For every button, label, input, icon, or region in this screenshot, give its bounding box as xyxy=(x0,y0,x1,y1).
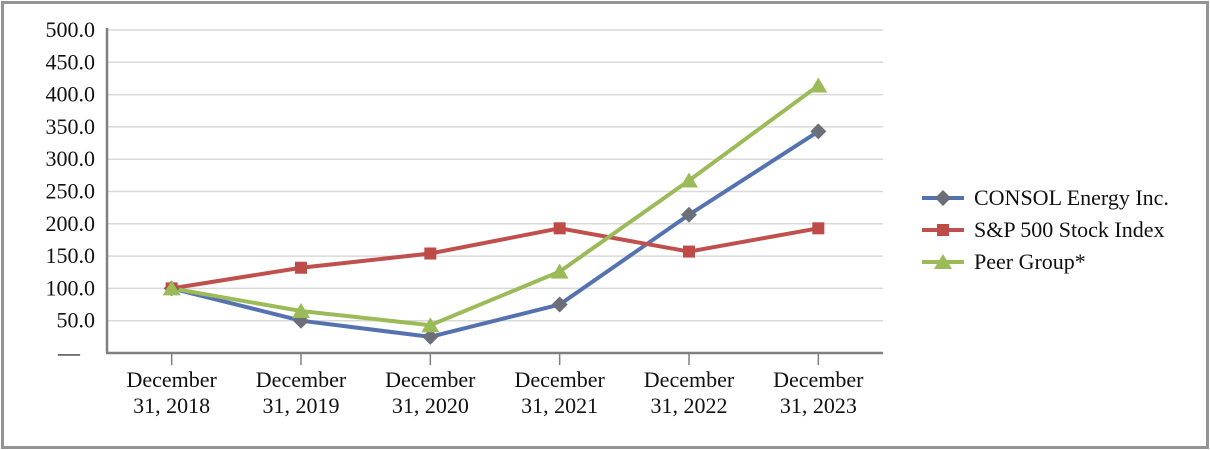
data-point-triangle xyxy=(550,263,569,279)
data-point-square xyxy=(553,222,566,235)
series-line xyxy=(171,129,820,339)
x-axis-label: December 31, 2019 xyxy=(256,367,347,418)
data-point-square xyxy=(812,222,825,235)
x-axis-label: December 31, 2022 xyxy=(644,367,735,418)
x-axis-label: December 31, 2018 xyxy=(126,367,217,418)
data-point-diamond xyxy=(810,123,827,140)
legend-swatch-consol xyxy=(922,190,964,206)
series-line xyxy=(171,83,820,328)
y-axis-label: 450.0 xyxy=(46,49,96,74)
y-axis-label: 400.0 xyxy=(46,82,96,107)
data-point-square xyxy=(937,224,949,236)
x-axis-label: December 31, 2020 xyxy=(385,367,476,418)
y-axis-label: 350.0 xyxy=(46,114,96,139)
legend-label-peer-group: Peer Group* xyxy=(974,249,1086,274)
y-axis-label: 250.0 xyxy=(46,179,96,204)
data-point-square xyxy=(424,247,437,260)
data-point-diamond xyxy=(681,206,697,223)
chart-legend: CONSOL Energy Inc. S&P 500 Stock Index P… xyxy=(920,182,1169,278)
x-axis-label: December 31, 2023 xyxy=(773,367,864,418)
y-axis-label: 100.0 xyxy=(46,275,96,300)
legend-label-consol: CONSOL Energy Inc. xyxy=(974,185,1169,210)
legend-swatch-sp500 xyxy=(922,224,964,236)
y-axis-label: 150.0 xyxy=(46,243,96,268)
legend-label-sp500: S&P 500 Stock Index xyxy=(974,217,1165,242)
legend-item-sp500: S&P 500 Stock Index xyxy=(920,214,1169,246)
y-axis-label: — xyxy=(57,340,81,365)
data-point-triangle xyxy=(421,317,440,333)
data-point-square xyxy=(295,261,307,274)
y-axis-label: 50.0 xyxy=(57,308,96,333)
series-line xyxy=(171,226,819,291)
y-axis-label: 500.0 xyxy=(46,17,96,42)
y-axis-label: 200.0 xyxy=(46,211,96,236)
data-point-triangle xyxy=(162,280,181,296)
data-point-diamond xyxy=(551,296,568,313)
data-point-triangle xyxy=(934,254,952,269)
data-point-triangle xyxy=(680,172,698,188)
legend-swatch-peer-group xyxy=(922,254,964,269)
legend-item-peer-group: Peer Group* xyxy=(920,246,1169,278)
data-point-triangle xyxy=(292,303,310,319)
x-axis-label: December 31, 2021 xyxy=(514,367,605,418)
data-point-diamond xyxy=(422,328,439,345)
data-point-triangle xyxy=(809,77,828,93)
data-point-diamond xyxy=(935,190,951,206)
y-axis-label: 300.0 xyxy=(46,146,96,171)
data-point-square xyxy=(683,245,695,258)
legend-item-consol: CONSOL Energy Inc. xyxy=(920,182,1169,214)
